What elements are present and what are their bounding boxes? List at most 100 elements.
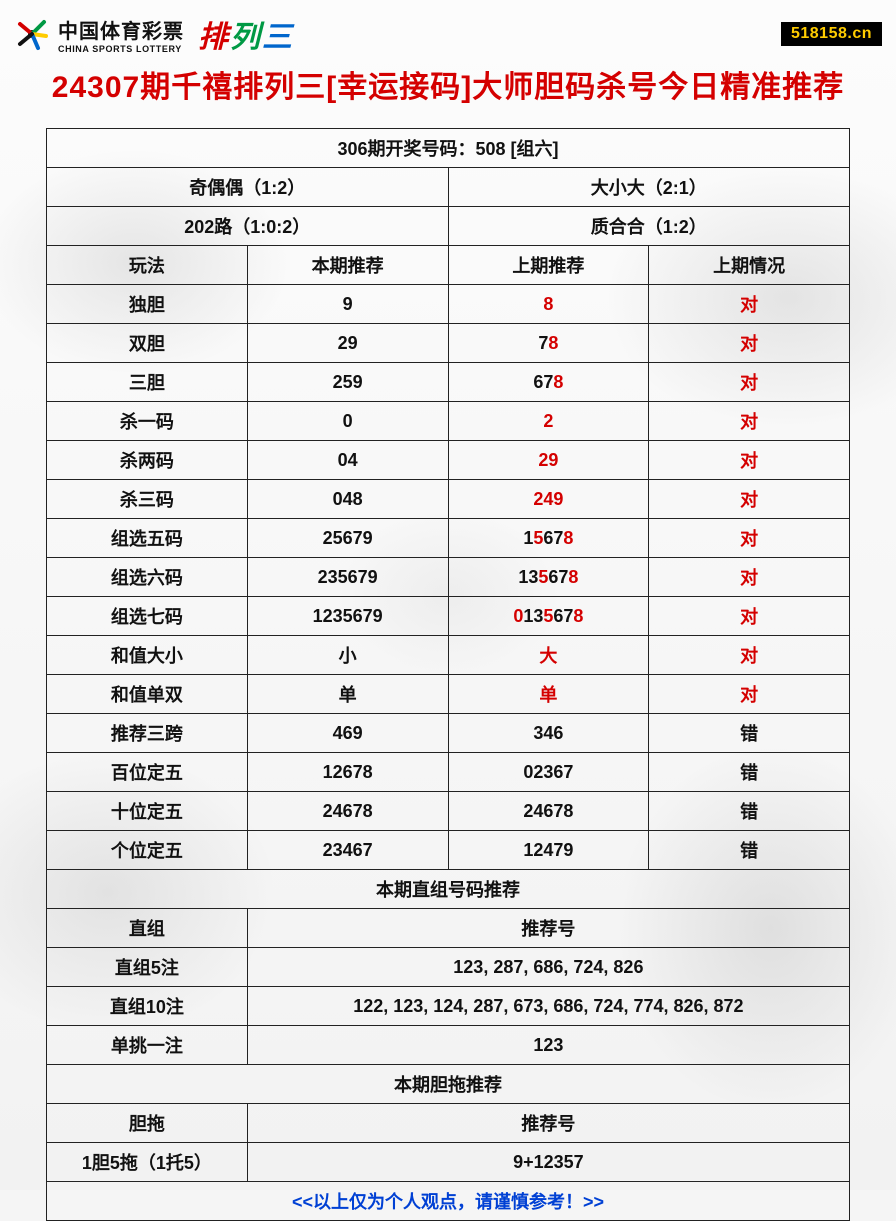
table-row: 十位定五2467824678错 xyxy=(47,792,850,831)
row-result: 对 xyxy=(649,597,850,636)
row-prev: 678 xyxy=(448,363,649,402)
col-header: 上期推荐 xyxy=(448,246,649,285)
summary-cell: 奇偶偶（1:2） xyxy=(47,168,449,207)
row-result: 错 xyxy=(649,753,850,792)
row-name: 双胆 xyxy=(47,324,248,363)
row-prev: 135678 xyxy=(448,558,649,597)
table-row: 杀两码0429对 xyxy=(47,441,850,480)
row-result: 对 xyxy=(649,675,850,714)
row-name: 1胆5拖（1托5） xyxy=(47,1143,248,1182)
col-header: 本期推荐 xyxy=(247,246,448,285)
section3-header: 推荐号 xyxy=(247,1104,849,1143)
row-current: 单 xyxy=(247,675,448,714)
row-prev: 8 xyxy=(448,285,649,324)
table-row: 杀一码02对 xyxy=(47,402,850,441)
table-row: 杀三码048249对 xyxy=(47,480,850,519)
row-prev: 346 xyxy=(448,714,649,753)
row-result: 对 xyxy=(649,402,850,441)
table-row: 1胆5拖（1托5）9+12357 xyxy=(47,1143,850,1182)
row-name: 推荐三跨 xyxy=(47,714,248,753)
logo-cn: 中国体育彩票 xyxy=(58,15,184,44)
row-prev: 78 xyxy=(448,324,649,363)
table-row: 组选七码12356790135678对 xyxy=(47,597,850,636)
summary-cell: 202路（1:0:2） xyxy=(47,207,449,246)
section3-header: 胆拖 xyxy=(47,1104,248,1143)
row-current: 0 xyxy=(247,402,448,441)
prediction-table: 306期开奖号码：508 [组六] 奇偶偶（1:2） 大小大（2:1） 202路… xyxy=(46,128,850,1221)
row-result: 错 xyxy=(649,714,850,753)
row-name: 组选六码 xyxy=(47,558,248,597)
row-prev: 02367 xyxy=(448,753,649,792)
pls-char-0: 排 xyxy=(198,12,228,56)
header: 中国体育彩票 CHINA SPORTS LOTTERY 排 列 三 518158… xyxy=(14,12,882,56)
row-prev: 12479 xyxy=(448,831,649,870)
pls-char-2: 三 xyxy=(262,12,292,56)
row-prev: 0135678 xyxy=(448,597,649,636)
pls-char-1: 列 xyxy=(230,12,260,56)
logo-text: 中国体育彩票 CHINA SPORTS LOTTERY xyxy=(58,15,184,54)
row-prev: 15678 xyxy=(448,519,649,558)
row-name: 组选五码 xyxy=(47,519,248,558)
row-name: 百位定五 xyxy=(47,753,248,792)
table-row: 百位定五1267802367错 xyxy=(47,753,850,792)
row-current: 469 xyxy=(247,714,448,753)
table-row: 推荐三跨469346错 xyxy=(47,714,850,753)
row-current: 23467 xyxy=(247,831,448,870)
row-name: 直组10注 xyxy=(47,987,248,1026)
table-row: 直组10注122, 123, 124, 287, 673, 686, 724, … xyxy=(47,987,850,1026)
row-name: 杀三码 xyxy=(47,480,248,519)
pailiesan-logo: 排 列 三 xyxy=(198,12,292,56)
logo-block: 中国体育彩票 CHINA SPORTS LOTTERY 排 列 三 xyxy=(14,12,292,56)
row-name: 和值大小 xyxy=(47,636,248,675)
table-row: 双胆2978对 xyxy=(47,324,850,363)
row-value: 123, 287, 686, 724, 826 xyxy=(247,948,849,987)
row-prev: 29 xyxy=(448,441,649,480)
row-current: 1235679 xyxy=(247,597,448,636)
row-result: 对 xyxy=(649,363,850,402)
table-row: 直组5注123, 287, 686, 724, 826 xyxy=(47,948,850,987)
row-current: 04 xyxy=(247,441,448,480)
table-row: 独胆98对 xyxy=(47,285,850,324)
row-current: 12678 xyxy=(247,753,448,792)
row-current: 259 xyxy=(247,363,448,402)
row-result: 对 xyxy=(649,285,850,324)
section3-title: 本期胆拖推荐 xyxy=(47,1065,850,1104)
row-current: 25679 xyxy=(247,519,448,558)
table-row: 和值单双单单对 xyxy=(47,675,850,714)
column-headers: 玩法 本期推荐 上期推荐 上期情况 xyxy=(47,246,850,285)
row-result: 对 xyxy=(649,324,850,363)
section2-title: 本期直组号码推荐 xyxy=(47,870,850,909)
col-header: 玩法 xyxy=(47,246,248,285)
row-result: 对 xyxy=(649,480,850,519)
table-row: 个位定五2346712479错 xyxy=(47,831,850,870)
col-header: 上期情况 xyxy=(649,246,850,285)
row-name: 独胆 xyxy=(47,285,248,324)
page-title: 24307期千禧排列三[幸运接码]大师胆码杀号今日精准推荐 xyxy=(14,62,882,106)
table-row: 组选五码2567915678对 xyxy=(47,519,850,558)
draw-header: 306期开奖号码：508 [组六] xyxy=(47,129,850,168)
row-result: 对 xyxy=(649,636,850,675)
row-current: 29 xyxy=(247,324,448,363)
row-value: 123 xyxy=(247,1026,849,1065)
row-current: 24678 xyxy=(247,792,448,831)
row-name: 个位定五 xyxy=(47,831,248,870)
row-prev: 24678 xyxy=(448,792,649,831)
row-value: 122, 123, 124, 287, 673, 686, 724, 774, … xyxy=(247,987,849,1026)
row-name: 和值单双 xyxy=(47,675,248,714)
table-row: 和值大小小大对 xyxy=(47,636,850,675)
row-prev: 2 xyxy=(448,402,649,441)
row-result: 错 xyxy=(649,831,850,870)
row-name: 组选七码 xyxy=(47,597,248,636)
row-current: 9 xyxy=(247,285,448,324)
summary-cell: 大小大（2:1） xyxy=(448,168,850,207)
row-value: 9+12357 xyxy=(247,1143,849,1182)
summary-cell: 质合合（1:2） xyxy=(448,207,850,246)
section2-header: 直组 xyxy=(47,909,248,948)
row-name: 杀两码 xyxy=(47,441,248,480)
row-prev: 249 xyxy=(448,480,649,519)
row-name: 杀一码 xyxy=(47,402,248,441)
row-result: 错 xyxy=(649,792,850,831)
row-current: 小 xyxy=(247,636,448,675)
table-row: 三胆259678对 xyxy=(47,363,850,402)
row-result: 对 xyxy=(649,441,850,480)
